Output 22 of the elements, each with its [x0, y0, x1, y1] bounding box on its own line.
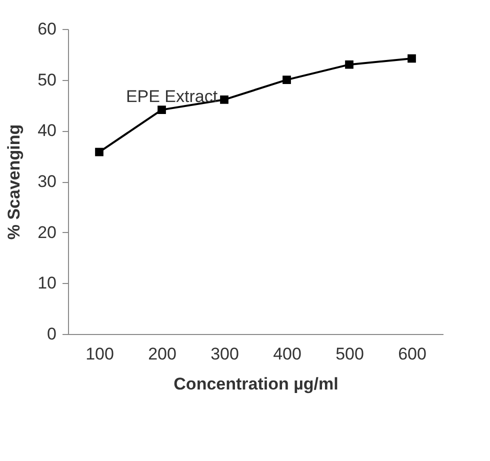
point — [408, 54, 416, 63]
point — [95, 148, 104, 156]
point — [158, 106, 166, 114]
point — [282, 76, 291, 84]
x-tick-label: 200 — [148, 344, 176, 364]
x-tick-label: 500 — [336, 344, 364, 364]
y-tick-label: 50 — [38, 70, 56, 90]
point — [220, 95, 228, 104]
y-axis-title: % Scavenging — [4, 124, 24, 240]
y-tick-label: 40 — [38, 121, 56, 140]
x-tick-label: 100 — [86, 344, 114, 364]
y-tick-label: 60 — [38, 20, 56, 38]
x-tick-label: 300 — [210, 344, 239, 364]
y-tick-label: 10 — [38, 274, 56, 293]
y-tick-label: 30 — [38, 172, 56, 191]
y-tick-label: 20 — [38, 222, 56, 242]
x-tick-label: 600 — [398, 344, 426, 364]
x-tick-label: 400 — [273, 344, 302, 364]
x-axis-title: Concentration µg/ml — [174, 374, 338, 394]
series-label: EPE Extract — [126, 86, 218, 106]
point — [345, 60, 354, 69]
y-tick-label: 0 — [47, 324, 56, 344]
